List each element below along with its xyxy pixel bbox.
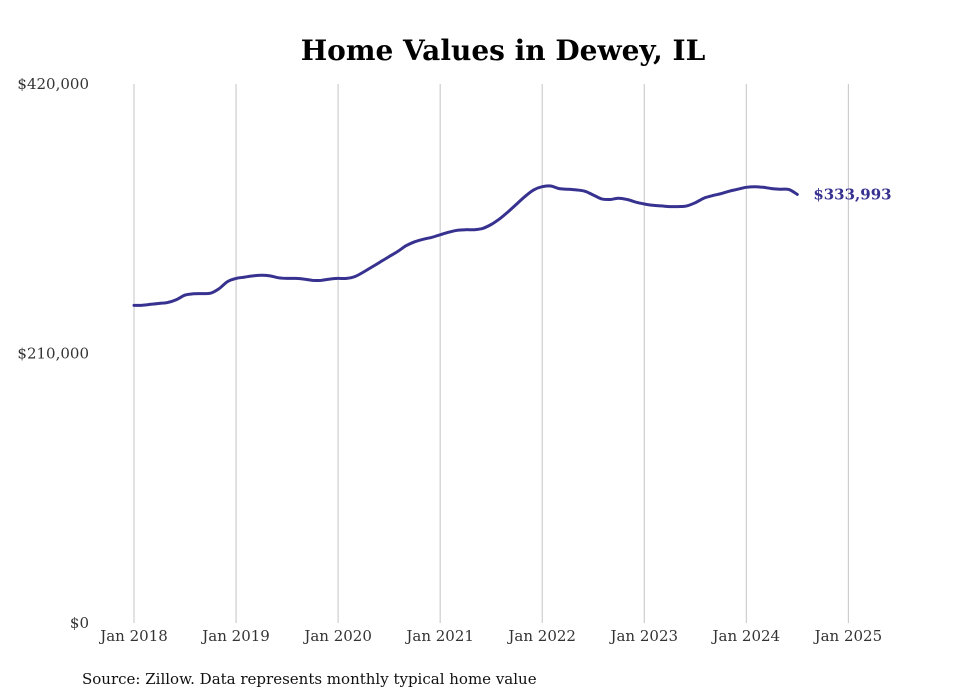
y-tick-label: $420,000 <box>17 75 89 93</box>
x-tick-label: Jan 2018 <box>98 627 168 645</box>
source-note: Source: Zillow. Data represents monthly … <box>82 670 537 688</box>
end-value-label: $333,993 <box>813 185 891 203</box>
x-tick-label: Jan 2025 <box>813 627 883 645</box>
y-axis-ticks: $0 $210,000 $420,000 <box>17 75 89 632</box>
x-tick-label: Jan 2020 <box>302 627 372 645</box>
x-tick-label: Jan 2021 <box>404 627 474 645</box>
x-tick-label: Jan 2023 <box>608 627 678 645</box>
x-tick-label: Jan 2024 <box>711 627 781 645</box>
x-tick-label: Jan 2019 <box>200 627 270 645</box>
series-line <box>132 184 799 307</box>
chart-title: Home Values in Dewey, IL <box>301 34 706 67</box>
y-tick-label: $0 <box>70 614 89 632</box>
x-tick-label: Jan 2022 <box>506 627 576 645</box>
grid-lines <box>133 84 849 623</box>
y-tick-label: $210,000 <box>17 345 89 363</box>
x-axis-ticks: Jan 2018 Jan 2019 Jan 2020 Jan 2021 Jan 2022… <box>98 627 882 645</box>
